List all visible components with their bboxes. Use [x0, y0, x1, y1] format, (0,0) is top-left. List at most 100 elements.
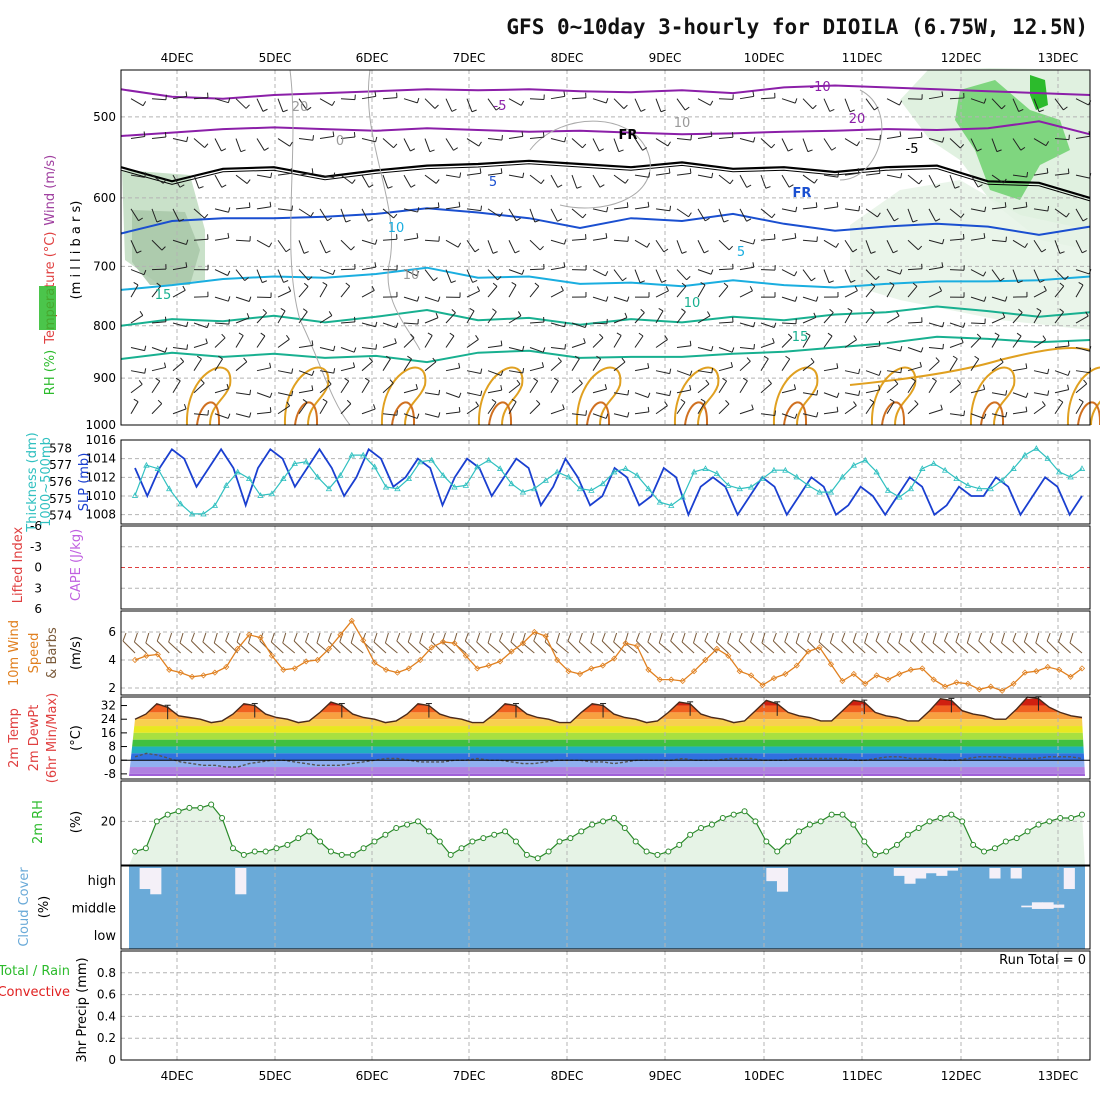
wind-barb-flag: [689, 370, 693, 376]
thickness-point: [884, 487, 892, 493]
wind10m-barb-flag: [750, 632, 755, 643]
wind-barb-flag: [407, 355, 412, 360]
wind10m-point: [246, 631, 253, 638]
wind-barb: [235, 138, 242, 152]
wind-barb-flag: [269, 201, 272, 207]
wind-barb-flag: [1067, 370, 1071, 376]
wind-barb: [340, 174, 353, 184]
wind-barb: [907, 136, 922, 140]
wind-barb: [235, 98, 247, 109]
wind-barb: [403, 208, 418, 213]
thickness-point: [143, 461, 150, 468]
wind-barb-flag: [368, 184, 374, 188]
thickness-point: [200, 510, 207, 517]
wind-barb: [634, 206, 649, 210]
wind-barb-flag: [935, 357, 940, 362]
wind-barb: [613, 138, 620, 152]
wind10m-barb: [693, 642, 706, 654]
wind-barb-flag: [246, 179, 251, 184]
wind-barb: [634, 367, 649, 372]
wind-barb: [151, 208, 158, 223]
wind-barb: [319, 346, 334, 352]
wind-barb: [1012, 206, 1027, 210]
rh-point: [752, 818, 759, 825]
wind-barb-flag: [852, 248, 858, 253]
wind10m-point: [337, 631, 344, 638]
thickness-label: 1000~500mb: [39, 437, 54, 527]
wind-barb: [319, 383, 332, 394]
wind-barb-flag: [133, 398, 139, 403]
wind-barb-flag: [1003, 178, 1007, 184]
wind-barb: [508, 370, 523, 374]
wind-barb-flag: [332, 131, 335, 137]
wind-barb-flag: [1047, 368, 1050, 374]
isotherm-line: [120, 207, 1091, 236]
wind-barb-flag: [686, 276, 691, 281]
wind-barb: [928, 174, 937, 188]
wind-barb-flag: [311, 385, 314, 391]
lifted-index-label: Lifted Index: [11, 526, 26, 603]
wind-barb-flag: [500, 385, 503, 391]
wind-barb: [298, 370, 313, 376]
wind-barb-flag: [345, 282, 351, 287]
bottom-day-tick: 9DEC: [649, 1069, 682, 1083]
wind-barb: [991, 138, 998, 152]
wind10m-point: [1010, 680, 1017, 687]
wind10m-point: [748, 672, 755, 679]
wind-barb-flag: [458, 201, 461, 207]
thickness-point: [519, 488, 527, 495]
wind-barb: [634, 174, 649, 178]
wind10m-point: [999, 687, 1006, 694]
precip-label: 3hr Precip (mm): [75, 957, 90, 1062]
wind-barb-flag: [286, 401, 291, 407]
wind-barb: [991, 98, 1002, 110]
wind-barb-flag: [976, 148, 982, 152]
wind-barb: [949, 208, 962, 218]
wind10m-barb: [567, 640, 581, 654]
wind10m-point: [884, 676, 892, 683]
wind-barb: [844, 98, 851, 112]
thickness-point: [508, 480, 515, 487]
wind-barb: [592, 358, 602, 371]
wind-barb-flag: [1067, 168, 1070, 174]
wind-barb-flag: [438, 389, 441, 395]
cloud-mid-gap: [1042, 902, 1054, 909]
rh-point: [698, 825, 705, 832]
wind-barb: [865, 240, 872, 254]
wind-barb: [277, 370, 292, 374]
wind-barb-flag: [434, 104, 439, 109]
thickness-point: [839, 473, 846, 480]
wind-barb: [487, 98, 497, 111]
bottom-day-tick: 13DEC: [1038, 1069, 1078, 1083]
wind-barb: [886, 401, 895, 415]
rh-point: [142, 845, 149, 852]
thickness-point: [131, 492, 139, 498]
wind-barb-flag: [557, 184, 563, 188]
cloud-level-label: middle: [72, 902, 116, 917]
wind-barb: [886, 347, 901, 352]
isotherm-line: [120, 305, 1091, 327]
wind-barb: [445, 411, 460, 415]
wind-barb: [886, 135, 901, 140]
thickness-point: [1078, 465, 1086, 471]
wind-barb: [886, 208, 895, 222]
wind-barb: [277, 269, 284, 283]
wind-barb: [592, 269, 606, 277]
slp-label: SLP (mb): [77, 453, 92, 512]
wind-barb: [466, 290, 480, 298]
wind-barb: [319, 401, 328, 414]
pressure-tick: 800: [93, 319, 116, 333]
wind-barb-flag: [767, 379, 772, 384]
wind-barb: [886, 98, 900, 106]
rh-point: [654, 851, 661, 858]
wind10m-point: [622, 640, 629, 647]
wind-barb: [550, 239, 565, 245]
temp-band: [129, 732, 1085, 740]
wind-barb-flag: [182, 285, 186, 291]
wind10m-point: [325, 645, 333, 652]
thickness-point: [622, 465, 629, 471]
cloud-mid-gap: [1053, 904, 1065, 908]
wind-barb: [970, 322, 986, 325]
wind-barb-flag: [471, 109, 477, 113]
wind-barb: [1075, 98, 1089, 106]
